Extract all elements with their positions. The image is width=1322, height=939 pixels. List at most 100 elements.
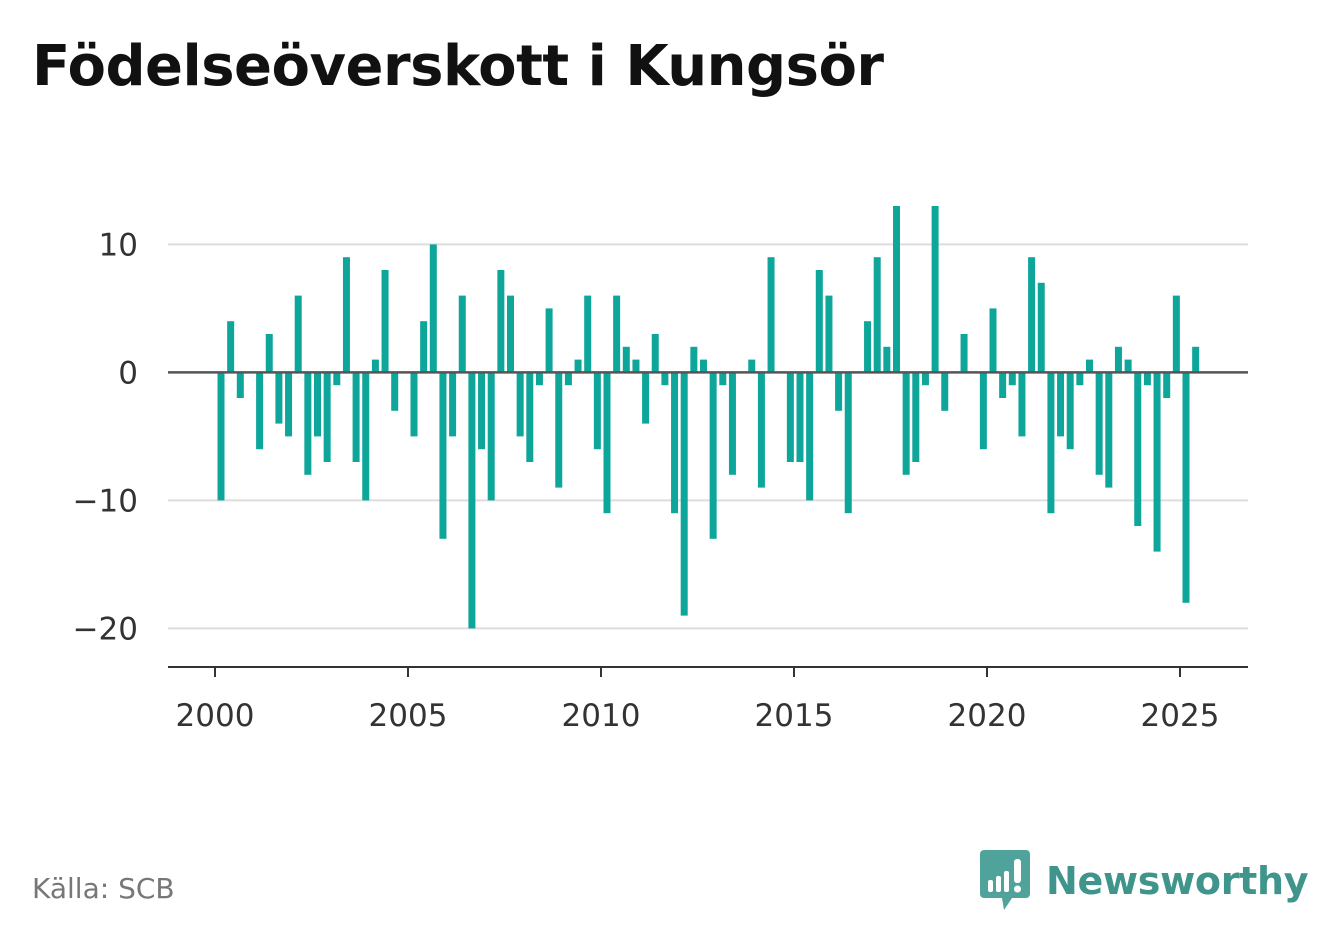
bar bbox=[709, 372, 717, 539]
bar bbox=[796, 372, 804, 462]
bar bbox=[622, 346, 630, 373]
bar bbox=[1192, 346, 1200, 373]
bar bbox=[439, 372, 447, 539]
axes: 10 0 −10 −20 2000 2005 2010 2015 2020 2025 bbox=[73, 227, 1248, 734]
bar bbox=[468, 372, 476, 629]
x-tick-label: 2015 bbox=[755, 698, 834, 734]
bar bbox=[912, 372, 920, 462]
bar bbox=[1008, 372, 1016, 386]
bar bbox=[381, 270, 389, 373]
newsworthy-logo-icon bbox=[980, 850, 1030, 910]
chart-title: Födelseöverskott i Kungsör bbox=[32, 34, 884, 99]
y-tick-label: −10 bbox=[73, 483, 138, 519]
bar bbox=[487, 372, 495, 501]
bar bbox=[526, 372, 534, 462]
bar bbox=[661, 372, 669, 386]
bar bbox=[593, 372, 601, 450]
bar bbox=[584, 295, 592, 373]
bar bbox=[333, 372, 341, 386]
bar bbox=[516, 372, 524, 437]
bar bbox=[960, 334, 968, 373]
bar bbox=[449, 372, 457, 437]
bar bbox=[979, 372, 987, 450]
bar bbox=[507, 295, 514, 373]
brand-name: Newsworthy bbox=[1046, 859, 1309, 903]
bar bbox=[285, 372, 293, 437]
bar bbox=[458, 295, 466, 373]
y-tick-label: 10 bbox=[99, 227, 138, 263]
bar bbox=[680, 372, 688, 616]
bar bbox=[391, 372, 399, 411]
bar bbox=[497, 270, 505, 373]
bar bbox=[873, 257, 881, 373]
x-tick-label: 2005 bbox=[369, 698, 448, 734]
bar bbox=[429, 244, 437, 373]
bar bbox=[342, 257, 350, 373]
bar bbox=[931, 206, 939, 373]
bar bbox=[815, 270, 823, 373]
bar bbox=[256, 372, 264, 450]
bar bbox=[1086, 359, 1093, 373]
bar bbox=[410, 372, 418, 437]
bar bbox=[1114, 346, 1122, 373]
bar bbox=[371, 359, 379, 373]
bar bbox=[632, 359, 640, 373]
source-credit: Källa: SCB bbox=[32, 872, 175, 905]
bar bbox=[941, 372, 949, 411]
bar bbox=[603, 372, 611, 514]
bar bbox=[217, 372, 225, 501]
x-tick-label: 2025 bbox=[1141, 698, 1220, 734]
bar bbox=[545, 308, 553, 373]
bar bbox=[314, 372, 321, 437]
bar bbox=[883, 346, 891, 373]
bar bbox=[323, 372, 331, 462]
bar bbox=[767, 257, 775, 373]
bar bbox=[1163, 372, 1171, 398]
bar bbox=[864, 321, 872, 373]
bar bbox=[574, 359, 582, 373]
bar bbox=[564, 372, 572, 386]
bar bbox=[921, 372, 929, 386]
bar bbox=[265, 334, 273, 373]
bar bbox=[748, 359, 756, 373]
bar bbox=[651, 334, 659, 373]
bar bbox=[999, 372, 1007, 398]
bar bbox=[1095, 372, 1103, 475]
gridlines bbox=[168, 243, 1248, 630]
bar bbox=[1037, 282, 1045, 373]
bar bbox=[786, 372, 794, 462]
bar bbox=[420, 321, 428, 373]
bar bbox=[902, 372, 910, 475]
bar bbox=[535, 372, 543, 386]
bar bbox=[642, 372, 650, 424]
bar bbox=[236, 372, 244, 398]
bar bbox=[555, 372, 563, 488]
bar bbox=[1124, 359, 1132, 373]
bar bbox=[757, 372, 765, 488]
bar bbox=[835, 372, 843, 411]
bar bbox=[844, 372, 852, 514]
x-tick-label: 2020 bbox=[948, 698, 1027, 734]
bar bbox=[1153, 372, 1161, 552]
bar bbox=[1057, 372, 1065, 437]
bar bbox=[304, 372, 312, 475]
bar bbox=[1134, 372, 1142, 526]
bar bbox=[893, 206, 900, 373]
bar bbox=[719, 372, 727, 386]
bar bbox=[227, 321, 235, 373]
bar bbox=[806, 372, 814, 501]
bar bbox=[1076, 372, 1084, 386]
bar bbox=[728, 372, 736, 475]
bar bbox=[1105, 372, 1113, 488]
bar bbox=[613, 295, 621, 373]
bar bbox=[275, 372, 283, 424]
brand-logo: Newsworthy bbox=[980, 850, 1309, 912]
bar bbox=[478, 372, 486, 450]
bar bbox=[1143, 372, 1151, 386]
x-tick-label: 2000 bbox=[176, 698, 255, 734]
bar bbox=[700, 359, 707, 373]
bar bbox=[352, 372, 360, 462]
bar bbox=[1182, 372, 1190, 603]
bar bbox=[362, 372, 370, 501]
